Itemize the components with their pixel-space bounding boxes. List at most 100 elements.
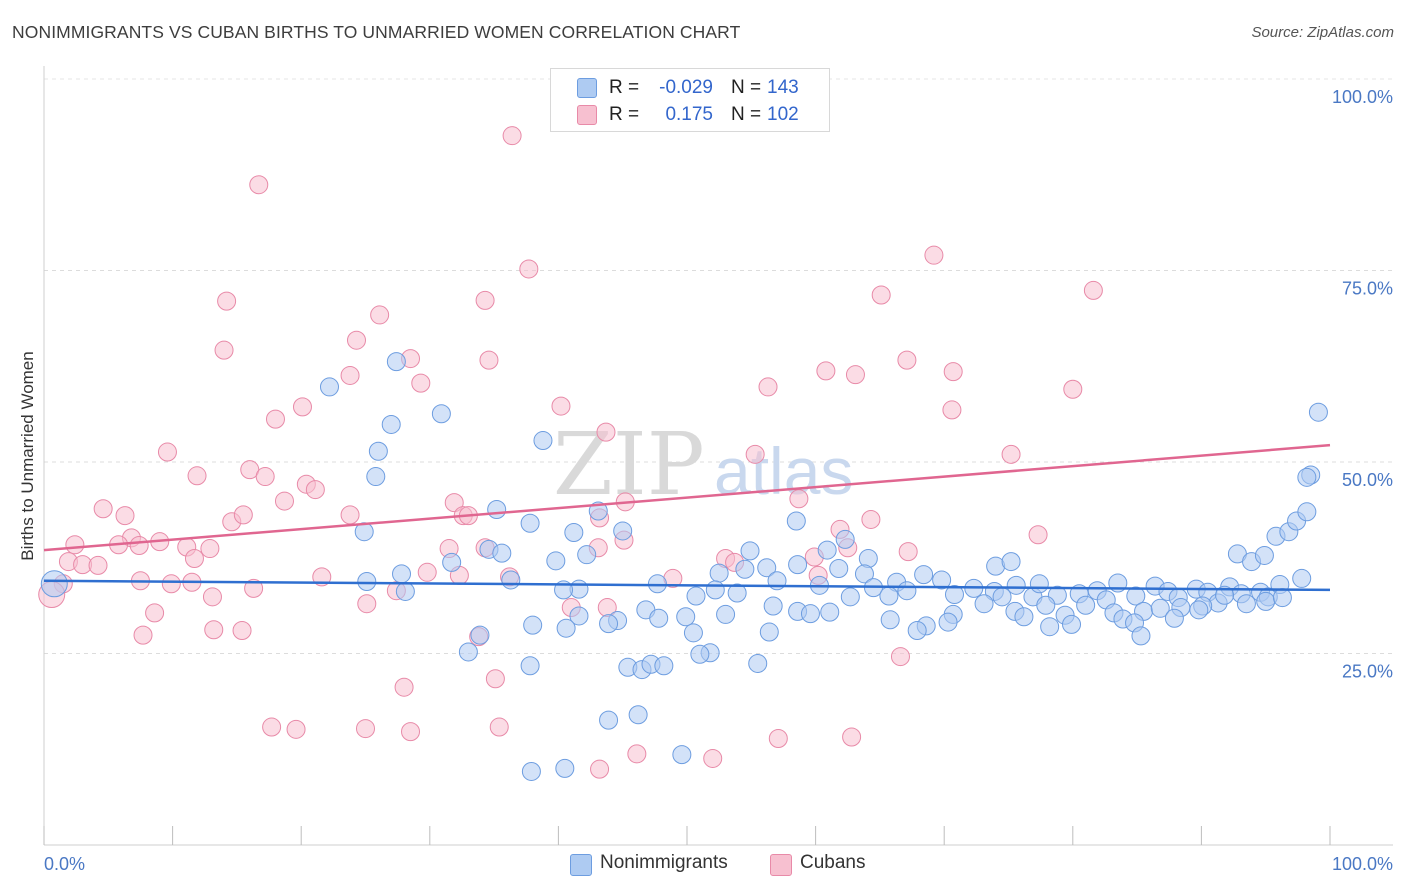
nonimmigrants-point bbox=[748, 653, 768, 673]
legend-swatch-blue bbox=[570, 854, 592, 876]
x-tick-label-left: 0.0% bbox=[44, 854, 85, 874]
cubans-point bbox=[897, 350, 917, 370]
nonimmigrants-point bbox=[613, 521, 633, 541]
nonimmigrants-point bbox=[1131, 626, 1151, 646]
cubans-point bbox=[232, 621, 252, 641]
nonimmigrants-point bbox=[880, 610, 900, 630]
cubans-point bbox=[1001, 444, 1021, 464]
legend-label: Nonimmigrants bbox=[600, 852, 728, 873]
cubans-point bbox=[479, 350, 499, 370]
y-tick-labels: 25.0% 50.0% 75.0% 100.0% bbox=[1332, 87, 1393, 682]
nonimmigrants-point bbox=[709, 563, 729, 583]
nonimmigrants-point bbox=[533, 431, 553, 451]
cubans-point bbox=[1028, 525, 1048, 545]
cubans-points bbox=[38, 126, 1103, 779]
nonimmigrants-point bbox=[555, 758, 575, 778]
cubans-point bbox=[88, 555, 108, 575]
cubans-point bbox=[233, 505, 253, 525]
y-tick-label-75: 75.0% bbox=[1342, 279, 1393, 299]
nonimmigrants-point bbox=[392, 564, 412, 584]
cubans-point bbox=[485, 669, 505, 689]
nonimmigrants-point bbox=[944, 585, 964, 605]
nonimmigrants-point bbox=[1076, 595, 1096, 615]
nonimmigrants-point bbox=[1029, 574, 1049, 594]
cubans-point bbox=[305, 480, 325, 500]
nonimmigrants-point bbox=[686, 586, 706, 606]
cubans-point bbox=[861, 509, 881, 529]
cubans-point bbox=[346, 330, 366, 350]
cubans-point bbox=[145, 603, 165, 623]
cubans-point bbox=[202, 587, 222, 607]
cubans-point bbox=[265, 409, 285, 429]
nonimmigrants-point bbox=[788, 555, 808, 575]
nonimmigrants-point bbox=[1001, 552, 1021, 572]
nonimmigrants-point bbox=[546, 551, 566, 571]
cubans-point bbox=[157, 442, 177, 462]
cubans-point bbox=[475, 290, 495, 310]
cubans-point bbox=[217, 291, 237, 311]
nonimmigrants-point bbox=[501, 570, 521, 590]
cubans-point bbox=[161, 574, 181, 594]
nonimmigrants-point bbox=[840, 587, 860, 607]
nonimmigrants-point bbox=[672, 745, 692, 765]
cubans-point bbox=[1063, 379, 1083, 399]
nonimmigrants-point bbox=[759, 622, 779, 642]
nonimmigrants-point bbox=[735, 559, 755, 579]
cubans-point bbox=[845, 365, 865, 385]
cubans-point bbox=[768, 729, 788, 749]
nonimmigrants-point bbox=[649, 608, 669, 628]
nonimmigrants-point bbox=[854, 564, 874, 584]
nonimmigrants-point bbox=[1164, 608, 1184, 628]
y-axis-title: Births to Unmarried Women bbox=[18, 351, 37, 560]
nonimmigrants-point bbox=[992, 587, 1012, 607]
nonimmigrants-point bbox=[716, 604, 736, 624]
nonimmigrants-point bbox=[395, 581, 415, 601]
nonimmigrants-point bbox=[820, 602, 840, 622]
nonimmigrants-point bbox=[1254, 545, 1274, 565]
nonimmigrants-point bbox=[654, 656, 674, 676]
nonimmigrants-point bbox=[520, 513, 540, 533]
legend-row-nonimmigrants: R = -0.029 N = 143 bbox=[551, 75, 829, 101]
nonimmigrants-point bbox=[1062, 614, 1082, 634]
cubans-point bbox=[758, 377, 778, 397]
nonimmigrants-point bbox=[628, 705, 648, 725]
nonimmigrants-point bbox=[647, 574, 667, 594]
cubans-point bbox=[312, 567, 332, 587]
nonimmigrants-point bbox=[599, 710, 619, 730]
nonimmigrants-point bbox=[727, 583, 747, 603]
cubans-point bbox=[262, 717, 282, 737]
nonimmigrants-point bbox=[817, 540, 837, 560]
cubans-point bbox=[244, 578, 264, 598]
r-value: -0.029 bbox=[659, 77, 713, 98]
nonimmigrants-point bbox=[907, 621, 927, 641]
nonimmigrants-point bbox=[1236, 594, 1256, 614]
nonimmigrants-point bbox=[740, 541, 760, 561]
cubans-point bbox=[703, 748, 723, 768]
nonimmigrants-point bbox=[1308, 402, 1328, 422]
legend-row-cubans: R = 0.175 N = 102 bbox=[551, 102, 829, 128]
cubans-point bbox=[129, 535, 149, 555]
nonimmigrants-point bbox=[763, 596, 783, 616]
nonimmigrants-point bbox=[556, 618, 576, 638]
cubans-point bbox=[214, 340, 234, 360]
legend-label: Cubans bbox=[800, 852, 866, 873]
nonimmigrants-point bbox=[319, 377, 339, 397]
trend-lines bbox=[43, 443, 1331, 592]
cubans-point bbox=[255, 467, 275, 487]
nonimmigrants-point bbox=[470, 625, 490, 645]
cubans-point bbox=[401, 722, 421, 742]
nonimmigrants-point bbox=[786, 511, 806, 531]
nonimmigrants-point bbox=[366, 467, 386, 487]
cubans-point bbox=[249, 175, 269, 195]
nonimmigrants-point bbox=[368, 441, 388, 461]
y-tick-label-100: 100.0% bbox=[1332, 87, 1393, 107]
n-value: 102 bbox=[767, 104, 799, 125]
cubans-point bbox=[1083, 280, 1103, 300]
cubans-point bbox=[898, 542, 918, 562]
nonimmigrants-point bbox=[521, 761, 541, 781]
cubans-point bbox=[93, 499, 113, 519]
nonimmigrants-point bbox=[914, 565, 934, 585]
legend-swatch-blue bbox=[577, 78, 597, 98]
nonimmigrants-point bbox=[835, 529, 855, 549]
